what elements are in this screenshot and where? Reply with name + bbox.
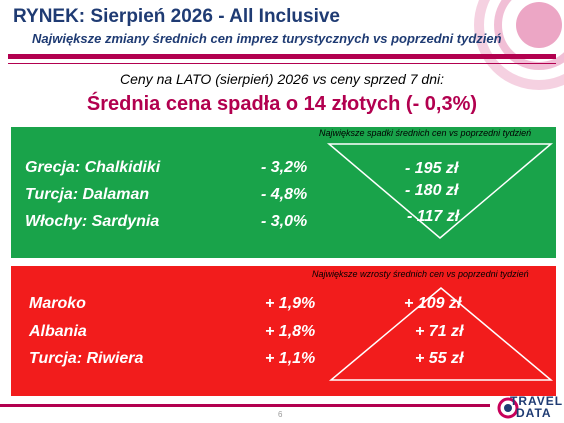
decrease-percent: - 3,0% xyxy=(261,213,308,230)
header-divider xyxy=(8,54,556,59)
decrease-destination: Turcja: Dalaman xyxy=(25,186,150,203)
travel-data-logo-icon: TRAVEL DATA xyxy=(496,394,564,420)
decrease-amount: - 180 zł xyxy=(405,182,459,199)
summary-headline: Średnia cena spadła o 14 złotych (- 0,3%… xyxy=(86,93,478,115)
page-subtitle: Największe zmiany średnich cen imprez tu… xyxy=(32,31,502,46)
decreases-note: Największe spadki średnich cen vs poprze… xyxy=(319,128,532,138)
decrease-destination: Grecja: Chalkidiki xyxy=(25,159,161,176)
increase-percent: + 1,1% xyxy=(265,350,316,367)
increase-percent: + 1,9% xyxy=(265,295,316,312)
increase-percent: + 1,8% xyxy=(265,323,316,340)
increases-panel: Największe wzrosty średnich cen vs poprz… xyxy=(11,266,556,396)
increase-destination: Albania xyxy=(29,323,87,340)
increase-triangle-icon xyxy=(328,287,554,381)
decrease-percent: - 3,2% xyxy=(261,159,308,176)
page-title: RYNEK: Sierpień 2026 - All Inclusive xyxy=(13,6,340,27)
decrease-amount: - 117 zł xyxy=(407,208,460,225)
increase-amount: + 55 zł xyxy=(415,350,464,367)
decrease-triangle-icon xyxy=(326,143,554,239)
decrease-destination: Włochy: Sardynia xyxy=(25,213,160,230)
increase-destination: Turcja: Riwiera xyxy=(29,350,144,367)
logo-text-top: TRAVEL xyxy=(510,394,564,408)
footer-divider xyxy=(0,404,490,407)
logo-circle-icon xyxy=(497,397,519,419)
decreases-panel: Największe spadki średnich cen vs poprze… xyxy=(11,127,556,258)
increase-amount: + 109 zł xyxy=(404,295,462,312)
page-number: 6 xyxy=(278,410,283,419)
decrease-percent: - 4,8% xyxy=(261,186,308,203)
increases-note: Największe wzrosty średnich cen vs poprz… xyxy=(312,269,529,279)
logo-text-bottom: DATA xyxy=(516,406,552,420)
summary-intro: Ceny na LATO (sierpień) 2026 vs ceny spr… xyxy=(120,71,444,87)
decrease-amount: - 195 zł xyxy=(405,160,459,177)
increase-destination: Maroko xyxy=(29,295,86,312)
header-divider-thin xyxy=(8,63,556,64)
increase-amount: + 71 zł xyxy=(415,323,464,340)
